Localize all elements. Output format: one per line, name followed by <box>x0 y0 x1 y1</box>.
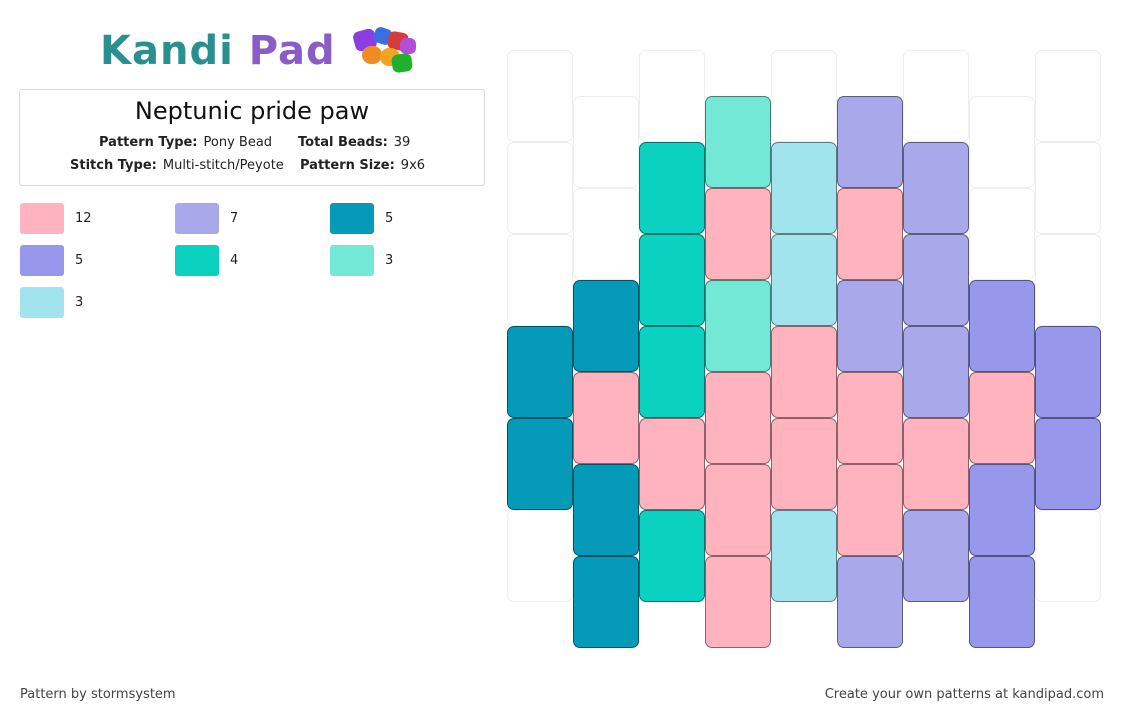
bead[interactable] <box>837 556 903 648</box>
empty-bead-slot[interactable] <box>507 50 573 142</box>
bead[interactable] <box>837 372 903 464</box>
legend-swatch <box>175 245 219 276</box>
empty-bead-slot[interactable] <box>507 234 573 326</box>
legend-item: 12 <box>20 203 92 234</box>
bead[interactable] <box>837 188 903 280</box>
bead[interactable] <box>639 326 705 418</box>
pattern-type: Pattern Type: Pony Bead <box>99 135 273 150</box>
legend-count: 7 <box>230 211 239 226</box>
legend-count: 5 <box>75 253 84 268</box>
bead[interactable] <box>705 556 771 648</box>
bead[interactable] <box>969 372 1035 464</box>
empty-bead-slot[interactable] <box>639 50 705 142</box>
legend-item: 4 <box>175 245 238 276</box>
bead[interactable] <box>705 464 771 556</box>
empty-bead-slot[interactable] <box>771 50 837 142</box>
bead[interactable] <box>969 464 1035 556</box>
bead[interactable] <box>573 372 639 464</box>
bead[interactable] <box>507 418 573 510</box>
bead[interactable] <box>1035 418 1101 510</box>
legend-item: 7 <box>175 203 238 234</box>
empty-bead-slot[interactable] <box>573 188 639 280</box>
bead[interactable] <box>573 464 639 556</box>
empty-bead-slot[interactable] <box>1035 142 1101 234</box>
kandipad-logo[interactable]: Kandi Pad <box>100 25 424 76</box>
bead[interactable] <box>705 280 771 372</box>
bead-pile-icon <box>344 25 424 76</box>
pattern-info-card: Neptunic pride paw Pattern Type: Pony Bea… <box>19 89 485 186</box>
pattern-size: Pattern Size: 9x6 <box>300 158 426 173</box>
bead[interactable] <box>837 96 903 188</box>
bead[interactable] <box>771 142 837 234</box>
empty-bead-slot[interactable] <box>507 142 573 234</box>
bead[interactable] <box>903 142 969 234</box>
bead[interactable] <box>573 556 639 648</box>
legend-count: 3 <box>385 253 394 268</box>
legend-item: 5 <box>330 203 393 234</box>
bead[interactable] <box>837 280 903 372</box>
total-beads: Total Beads: 39 <box>298 135 411 150</box>
legend-item: 3 <box>20 287 83 318</box>
legend-swatch <box>20 245 64 276</box>
author-credit: Pattern by stormsystem <box>20 687 176 702</box>
bead[interactable] <box>903 234 969 326</box>
bead[interactable] <box>771 418 837 510</box>
legend-count: 3 <box>75 295 84 310</box>
empty-bead-slot[interactable] <box>1035 50 1101 142</box>
bead[interactable] <box>639 510 705 602</box>
logo-text: Kandi Pad <box>100 28 336 74</box>
empty-bead-slot[interactable] <box>1035 510 1101 602</box>
legend-swatch <box>20 203 64 234</box>
bead[interactable] <box>903 510 969 602</box>
bead[interactable] <box>705 96 771 188</box>
legend-item: 3 <box>330 245 393 276</box>
empty-bead-slot[interactable] <box>969 96 1035 188</box>
empty-bead-slot[interactable] <box>1035 234 1101 326</box>
kandipad-link[interactable]: Create your own patterns at kandipad.com <box>824 687 1104 702</box>
bead[interactable] <box>903 326 969 418</box>
bead[interactable] <box>705 188 771 280</box>
legend-count: 5 <box>385 211 394 226</box>
bead[interactable] <box>771 510 837 602</box>
bead[interactable] <box>771 234 837 326</box>
empty-bead-slot[interactable] <box>507 510 573 602</box>
bead[interactable] <box>705 372 771 464</box>
bead[interactable] <box>969 556 1035 648</box>
bead[interactable] <box>903 418 969 510</box>
legend-swatch <box>175 203 219 234</box>
legend-swatch <box>330 203 374 234</box>
bead[interactable] <box>969 280 1035 372</box>
bead[interactable] <box>573 280 639 372</box>
empty-bead-slot[interactable] <box>969 188 1035 280</box>
empty-bead-slot[interactable] <box>903 50 969 142</box>
legend-item: 5 <box>20 245 83 276</box>
bead[interactable] <box>639 418 705 510</box>
bead[interactable] <box>771 326 837 418</box>
legend-swatch <box>330 245 374 276</box>
bead[interactable] <box>837 464 903 556</box>
legend-count: 12 <box>75 211 92 226</box>
stitch-type: Stitch Type: Multi-stitch/Peyote <box>70 158 284 173</box>
bead[interactable] <box>1035 326 1101 418</box>
legend-count: 4 <box>230 253 239 268</box>
bead[interactable] <box>507 326 573 418</box>
bead[interactable] <box>639 234 705 326</box>
bead[interactable] <box>639 142 705 234</box>
legend-swatch <box>20 287 64 318</box>
pattern-title: Neptunic pride paw <box>134 97 370 125</box>
empty-bead-slot[interactable] <box>573 96 639 188</box>
